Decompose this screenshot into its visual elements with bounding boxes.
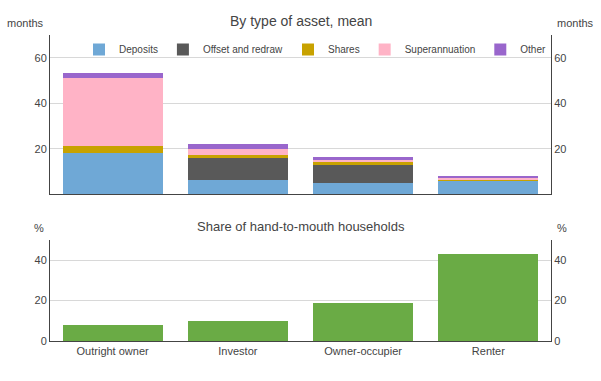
svg-text:0: 0 xyxy=(554,335,560,347)
svg-text:40: 40 xyxy=(554,254,566,266)
svg-text:40: 40 xyxy=(554,97,566,109)
svg-text:60: 60 xyxy=(35,52,47,64)
svg-text:0: 0 xyxy=(41,335,47,347)
svg-text:60: 60 xyxy=(554,52,566,64)
svg-text:40: 40 xyxy=(35,254,47,266)
svg-text:20: 20 xyxy=(35,294,47,306)
svg-text:20: 20 xyxy=(554,294,566,306)
svg-text:Deposits: Deposits xyxy=(119,44,158,55)
svg-text:By type of asset, mean: By type of asset, mean xyxy=(230,13,372,29)
svg-text:Shares: Shares xyxy=(328,44,360,55)
svg-text:Superannuation: Superannuation xyxy=(405,44,476,55)
svg-text:40: 40 xyxy=(35,97,47,109)
svg-text:months: months xyxy=(7,17,44,29)
svg-text:Offset and redraw: Offset and redraw xyxy=(203,44,283,55)
svg-text:20: 20 xyxy=(554,143,566,155)
svg-text:months: months xyxy=(557,17,594,29)
svg-text:%: % xyxy=(557,222,567,234)
svg-text:Outright owner: Outright owner xyxy=(77,345,149,357)
svg-text:Investor: Investor xyxy=(218,345,257,357)
svg-text:Other: Other xyxy=(520,44,546,55)
svg-text:Share of hand-to-mouth househo: Share of hand-to-mouth households xyxy=(197,219,405,234)
svg-text:Owner-occupier: Owner-occupier xyxy=(324,345,402,357)
svg-text:20: 20 xyxy=(35,143,47,155)
svg-text:%: % xyxy=(34,222,44,234)
svg-text:Renter: Renter xyxy=(472,345,505,357)
